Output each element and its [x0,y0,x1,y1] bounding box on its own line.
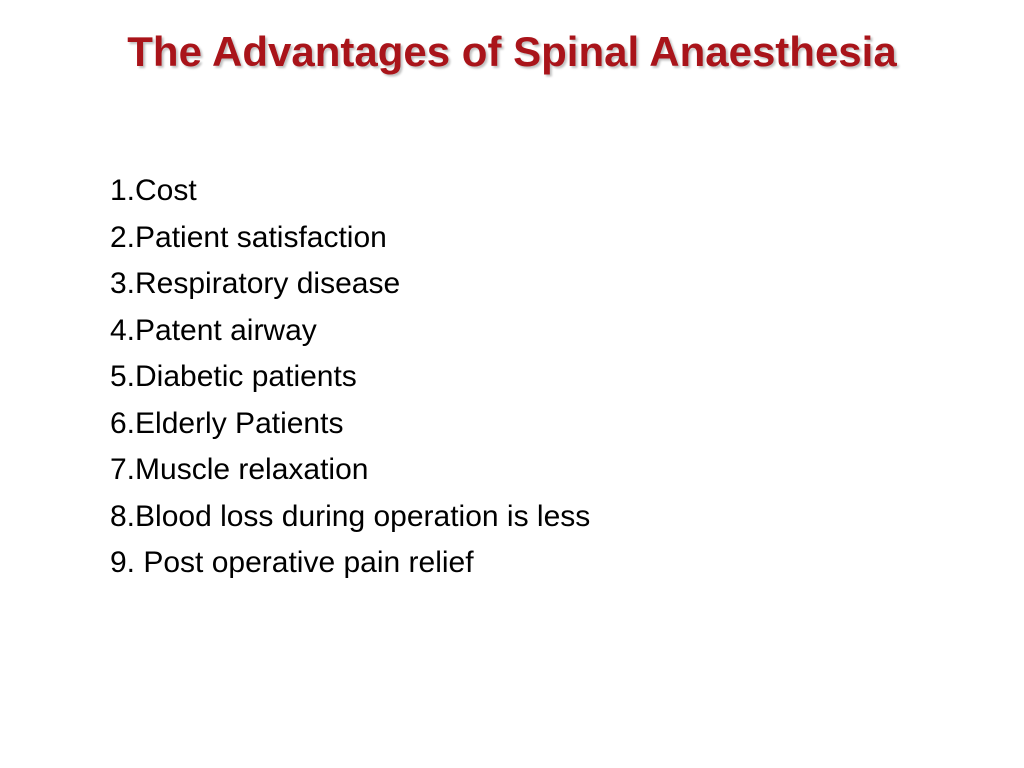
list-item: 1.Cost [110,168,590,215]
list-item: 9. Post operative pain relief [110,540,590,587]
slide: The Advantages of Spinal Anaesthesia 1.C… [0,0,1024,768]
list-item: 4.Patent airway [110,308,590,355]
list-item: 3.Respiratory disease [110,261,590,308]
list-item: 6.Elderly Patients [110,401,590,448]
list-item: 5.Diabetic patients [110,354,590,401]
list-item: 2.Patient satisfaction [110,215,590,262]
list-item: 7.Muscle relaxation [110,447,590,494]
advantage-list: 1.Cost 2.Patient satisfaction 3.Respirat… [110,168,590,587]
slide-title: The Advantages of Spinal Anaesthesia [0,0,1024,76]
list-item: 8.Blood loss during operation is less [110,494,590,541]
